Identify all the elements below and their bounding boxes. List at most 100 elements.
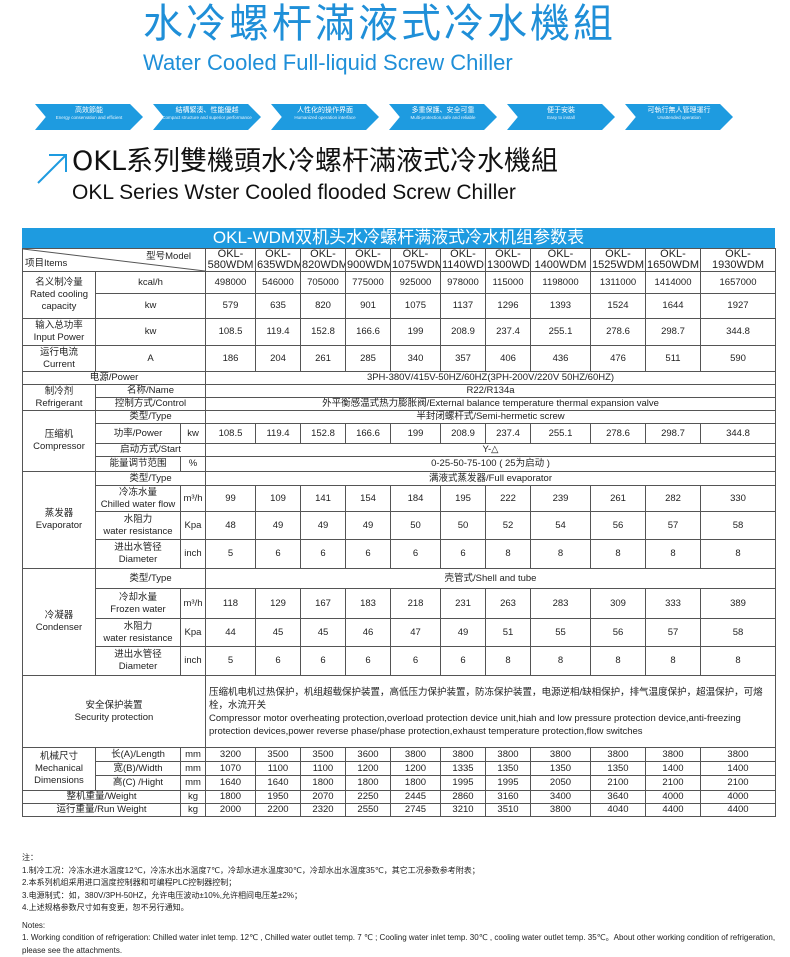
cell-text: 48 [225,519,236,531]
table-cell: 237.4 [485,318,531,346]
cell-text: 344.8 [726,427,750,439]
table-cell: 6 [300,646,346,676]
cell-text: 1657000 [719,276,757,288]
cell-text: 3160 [497,791,519,803]
table-row: 整机重量/Weight kg 1800 1950 2070 2250 2445 2860 316… [22,790,776,804]
cell-text: 58 [732,519,744,531]
table-cell: 6 [255,539,301,569]
table-cell: 冷凝器 Condenser [22,568,96,676]
table-cell: 1414000 [645,271,701,294]
table-cell: 978000 [440,271,486,294]
page-title: 水冷螺杆滿液式冷水機組 [143,1,616,47]
table-cell: 6 [255,646,301,676]
cell-text: inch [184,655,202,666]
cell-text: 1350 [549,762,572,774]
cell-text: 925000 [399,276,432,288]
table-cell: OKL- 1075WDM [390,248,441,272]
feature-en: Humanized operation interface [294,115,356,120]
table-cell: 蒸发器 Evaporator [22,471,96,569]
table-cell: 45 [255,618,301,647]
cell-text: 208.9 [451,326,475,337]
table-cell: 3400 [530,790,591,804]
table-row: 运行电流 Current A 186 204 261 285 340 357 406 436 476 5… [22,345,776,372]
cell-text: 类型/Type [129,472,172,484]
cell-text: 141 [315,492,331,504]
table-cell: 类型/Type [95,568,206,589]
table-cell: 6 [440,646,486,676]
table-cell: 名义制冷量 Rated cooling capacity [22,271,96,319]
cell-text: 199 [407,427,424,439]
table-cell: 183 [345,588,391,619]
cell-text: 控制方式/Control [114,398,187,410]
table-cell: 2070 [300,790,346,804]
cell-text: Y-△ [482,444,499,456]
cell-text: 8 [670,655,676,666]
cell-text: 166.6 [356,326,380,337]
table-cell: 195 [440,485,486,512]
cell-text: 119.4 [266,427,290,439]
cell-text: 6 [460,655,466,666]
table-cell: 3500 [255,747,301,762]
cell-text: m³/h [183,492,203,504]
cell-text: 278.6 [606,427,630,439]
table-cell: 2745 [390,803,441,817]
table-cell: 安全保护装置 Security protection [22,675,206,748]
cell-text: 357 [455,352,471,364]
table-cell: 6 [345,539,391,569]
cell-text: 50 [457,519,469,531]
cell-text: 333 [665,597,681,609]
cell-text: % [188,458,198,469]
table-cell: 运行电流 Current [22,345,96,372]
feature-en: Energy conservation and efficient [55,115,123,120]
cell-text: 8 [615,548,621,559]
table-cell: 208.9 [440,423,486,444]
cell-text: 45 [317,626,329,638]
table-cell: 1800 [300,775,346,791]
table-cell: 3200 [205,747,256,762]
table-cell: 282 [645,485,701,512]
cell-text: 6 [412,655,419,666]
feature-item: 多重保護、安全可靠 Multi-protection,safe and relia… [389,104,497,130]
cell-text: 118 [222,597,239,609]
cell-text: 184 [407,492,424,504]
table-cell: 整机重量/Weight [22,790,181,804]
cell-text: 46 [362,626,374,638]
cell-text: 1800 [404,777,427,788]
feature-item: 可執行無人管理運行 Unattended operation [625,104,733,130]
table-cell: 775000 [345,271,391,294]
table-cell: 2550 [345,803,391,817]
table-cell: 外平衡感温式热力膨胀阀/External balance temperature… [205,397,776,411]
cell-text: 50 [410,519,421,531]
cell-text: 1800 [357,777,379,788]
table-cell: 48 [205,511,256,540]
cell-text: 6 [365,548,371,559]
spec-table: 型号Model 项目Items OKL- 580WDM OKL- 635WDM OKL- 82… [22,248,776,817]
cell-text: 580WDM [207,259,254,271]
cell-text: 1644 [662,300,684,311]
cell-text: kg [187,791,199,803]
table-cell: 1311000 [590,271,646,294]
table-cell: 344.8 [700,423,776,444]
table-row: 高(C) /Hight mm 1640 1640 1800 1800 1800 1995 199… [23,775,776,791]
table-cell: 357 [440,345,486,372]
table-cell: inch [180,646,206,676]
cell-text: 8 [670,548,676,559]
table-cell: 1335 [440,761,486,776]
table-cell: 54 [530,511,591,540]
table-cell: 925000 [390,271,441,294]
cell-text: 237.4 [496,427,520,439]
table-cell: 546000 [255,271,301,294]
table-cell: 222 [485,485,531,512]
cell-text: 5 [227,548,234,559]
cell-text: 222 [500,492,516,504]
cell-text: Mechanical [34,763,84,774]
table-cell: 1640 [255,775,301,791]
cell-text: 3800 [607,748,629,760]
table-cell: 278.6 [590,318,646,346]
cell-text: 制冷剂 [44,385,74,397]
cell-text: 476 [610,352,626,364]
cell-text: 蒸发器 [44,508,74,519]
table-row: 输入总功率 Input Power kw 108.5 119.4 152.8 166.6 19… [22,318,776,346]
cell-text: water resistance [103,632,173,644]
table-cell: 冷冻水量 Chilled water flow [95,485,181,512]
